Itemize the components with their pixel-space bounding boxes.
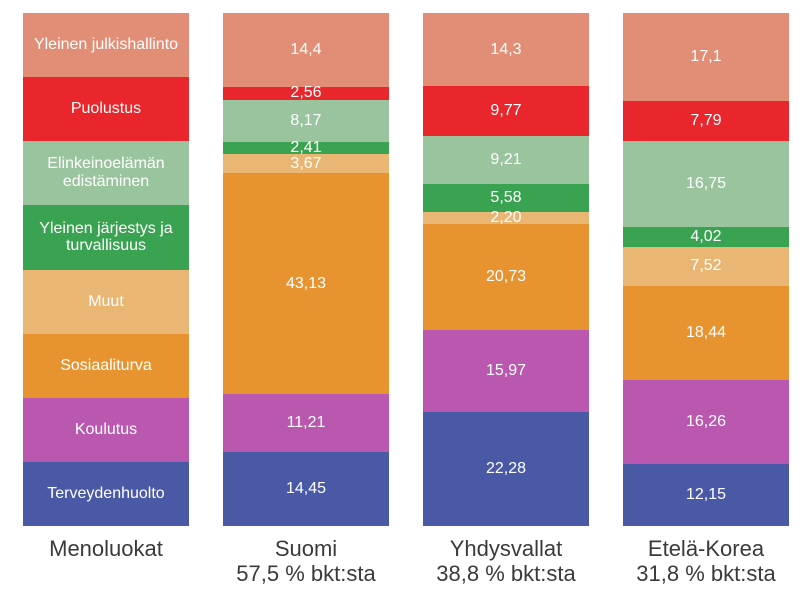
bar-yhdysvallat: 14,3 9,77 9,21 5,58 2,20 20,73 15,97 22,… bbox=[423, 13, 589, 526]
legend-item-label: Sosiaaliturva bbox=[60, 356, 152, 374]
bar-segment: 17,1 bbox=[623, 13, 789, 101]
bar-segment: 43,13 bbox=[223, 173, 389, 395]
legend-item-label: Terveydenhuolto bbox=[47, 484, 165, 502]
bar-etela-korea: 17,1 7,79 16,75 4,02 7,52 18,44 16,26 12… bbox=[623, 13, 789, 526]
segment-value: 15,97 bbox=[485, 361, 527, 379]
bar-label-etela-korea: Etelä-Korea 31,8 % bkt:sta bbox=[623, 536, 789, 586]
segment-value: 17,1 bbox=[690, 47, 722, 65]
legend-item-label: Puolustus bbox=[70, 100, 142, 118]
segment-value: 22,28 bbox=[485, 459, 527, 477]
bar-segment: 9,77 bbox=[423, 86, 589, 137]
bar-segment: 4,02 bbox=[623, 226, 789, 248]
bar-segment: 5,58 bbox=[423, 183, 589, 213]
bar-column-yhdysvallat: 14,3 9,77 9,21 5,58 2,20 20,73 15,97 22,… bbox=[423, 13, 589, 586]
legend-column: Yleinen julkishallinto Puolustus Elinkei… bbox=[23, 13, 189, 586]
legend-item-koulutus: Koulutus bbox=[23, 397, 189, 462]
bar-label-yhdysvallat: Yhdysvallat 38,8 % bkt:sta bbox=[423, 536, 589, 586]
country-name: Etelä-Korea bbox=[647, 536, 765, 561]
segment-value: 20,73 bbox=[485, 267, 527, 285]
segment-value: 8,17 bbox=[290, 111, 322, 129]
bar-segment: 2,20 bbox=[423, 209, 589, 226]
segment-value: 18,44 bbox=[685, 324, 727, 342]
segment-value: 4,02 bbox=[690, 227, 722, 245]
segment-value: 14,45 bbox=[285, 479, 327, 497]
country-name: Suomi bbox=[274, 536, 338, 561]
bar-segment: 14,4 bbox=[223, 13, 389, 87]
bar-segment: 16,75 bbox=[623, 140, 789, 227]
segment-value: 7,79 bbox=[690, 111, 722, 129]
gdp-share: 38,8 % bkt:sta bbox=[436, 560, 576, 586]
gdp-share: 31,8 % bkt:sta bbox=[636, 560, 776, 586]
legend-item-terveydenhuolto: Terveydenhuolto bbox=[23, 461, 189, 526]
segment-value: 9,21 bbox=[490, 151, 522, 169]
legend-item-label: Muut bbox=[88, 292, 124, 310]
bar-segment: 20,73 bbox=[423, 223, 589, 330]
legend-item-muut: Muut bbox=[23, 269, 189, 334]
segment-value: 9,77 bbox=[490, 102, 522, 120]
bar-segment: 12,15 bbox=[623, 463, 789, 526]
bar-segment: 2,56 bbox=[223, 84, 389, 102]
bar-segment: 3,67 bbox=[223, 154, 389, 174]
segment-value: 2,20 bbox=[490, 208, 522, 226]
bar-suomi: 14,4 2,56 8,17 2,41 3,67 43,13 11,21 14,… bbox=[223, 13, 389, 526]
bar-segment: 7,52 bbox=[623, 247, 789, 286]
bar-label-suomi: Suomi 57,5 % bkt:sta bbox=[223, 536, 389, 586]
bar-segment: 18,44 bbox=[623, 285, 789, 381]
segment-value: 11,21 bbox=[286, 414, 326, 432]
country-name: Yhdysvallat bbox=[449, 536, 563, 561]
gdp-share: 57,5 % bkt:sta bbox=[236, 560, 376, 586]
segment-value: 43,13 bbox=[285, 274, 327, 292]
segment-value: 16,26 bbox=[685, 412, 727, 430]
bar-segment: 2,41 bbox=[223, 139, 389, 157]
legend-item-label: Yleinen järjestys ja turvallisuus bbox=[39, 219, 173, 255]
legend-item-yleinen-julkishallinto: Yleinen julkishallinto bbox=[23, 13, 189, 78]
segment-value: 14,4 bbox=[290, 40, 322, 58]
segment-value: 7,52 bbox=[690, 257, 722, 275]
segment-value: 5,58 bbox=[490, 188, 522, 206]
legend-title: Menoluokat bbox=[49, 536, 163, 561]
bar-segment: 7,79 bbox=[623, 100, 789, 141]
bar-segment: 15,97 bbox=[423, 329, 589, 412]
segment-value: 14,3 bbox=[490, 40, 522, 58]
legend-item-puolustus: Puolustus bbox=[23, 77, 189, 142]
segment-value: 3,67 bbox=[290, 154, 322, 172]
bar-column-etela-korea: 17,1 7,79 16,75 4,02 7,52 18,44 16,26 12… bbox=[623, 13, 789, 586]
segment-value: 16,75 bbox=[685, 174, 727, 192]
bar-segment: 14,45 bbox=[223, 451, 389, 526]
bar-segment: 9,21 bbox=[423, 136, 589, 184]
bar-segment: 11,21 bbox=[223, 394, 389, 452]
bar-segment: 22,28 bbox=[423, 411, 589, 526]
segment-value: 2,56 bbox=[290, 84, 322, 102]
legend-item-label: Elinkeinoelämän edistäminen bbox=[47, 155, 165, 191]
legend-bar: Yleinen julkishallinto Puolustus Elinkei… bbox=[23, 13, 189, 526]
bar-segment: 14,3 bbox=[423, 13, 589, 87]
legend-item-label: Yleinen julkishallinto bbox=[33, 36, 179, 54]
legend-item-label: Koulutus bbox=[74, 420, 138, 438]
bar-segment: 16,26 bbox=[623, 380, 789, 464]
legend-item-sosiaaliturva: Sosiaaliturva bbox=[23, 333, 189, 398]
segment-value: 12,15 bbox=[685, 485, 727, 503]
legend-item-elinkeinoelaman-edistaminen: Elinkeinoelämän edistäminen bbox=[23, 141, 189, 206]
bar-column-suomi: 14,4 2,56 8,17 2,41 3,67 43,13 11,21 14,… bbox=[223, 13, 389, 586]
bar-segment: 8,17 bbox=[223, 99, 389, 142]
legend-item-yleinen-jarjestys: Yleinen järjestys ja turvallisuus bbox=[23, 205, 189, 270]
segment-value: 2,41 bbox=[290, 139, 322, 157]
